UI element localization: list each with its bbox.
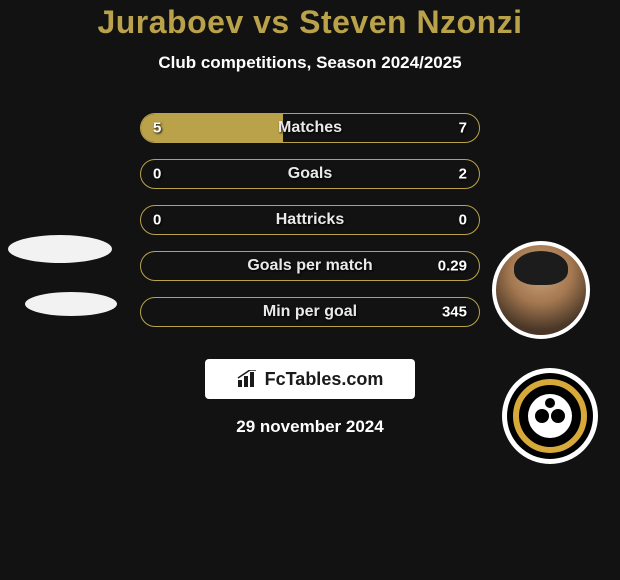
page-title: Juraboev vs Steven Nzonzi (97, 4, 522, 41)
stat-value-right: 7 (459, 120, 467, 137)
stat-value-right: 2 (459, 166, 467, 183)
stat-value-right: 345 (442, 304, 467, 321)
brand-text: FcTables.com (265, 369, 384, 390)
stat-value-right: 0.29 (438, 258, 467, 275)
stat-label: Hattricks (276, 211, 344, 229)
stat-fill-left (141, 114, 283, 142)
club-badge-ring (513, 379, 587, 453)
subtitle: Club competitions, Season 2024/2025 (158, 53, 461, 73)
stat-row: 5 Matches 7 (140, 113, 480, 143)
player-left-avatar (8, 235, 112, 263)
club-badge-dot (545, 398, 555, 408)
date-label: 29 november 2024 (236, 417, 383, 437)
stat-label: Goals (288, 165, 332, 183)
stat-label: Matches (278, 119, 342, 137)
club-left-avatar (25, 292, 117, 316)
stat-value-left: 5 (153, 120, 161, 137)
club-badge-outer (507, 373, 593, 459)
stat-row: 0 Hattricks 0 (140, 205, 480, 235)
club-badge-inner (528, 394, 572, 438)
club-right-avatar (502, 368, 598, 464)
brand-box: FcTables.com (205, 359, 415, 399)
bar-chart-icon (237, 370, 259, 388)
stat-value-right: 0 (459, 212, 467, 229)
infographic-container: Juraboev vs Steven Nzonzi Club competiti… (0, 0, 620, 580)
stat-label: Goals per match (247, 257, 372, 275)
player-right-avatar (492, 241, 590, 339)
stats-block: 5 Matches 7 0 Goals 2 0 Hattricks 0 Goals per mat… (0, 113, 620, 343)
stat-value-left: 0 (153, 212, 161, 229)
stat-row: Min per goal 345 (140, 297, 480, 327)
stat-value-left: 0 (153, 166, 161, 183)
stat-row: 0 Goals 2 (140, 159, 480, 189)
stat-label: Min per goal (263, 303, 357, 321)
stat-row: Goals per match 0.29 (140, 251, 480, 281)
